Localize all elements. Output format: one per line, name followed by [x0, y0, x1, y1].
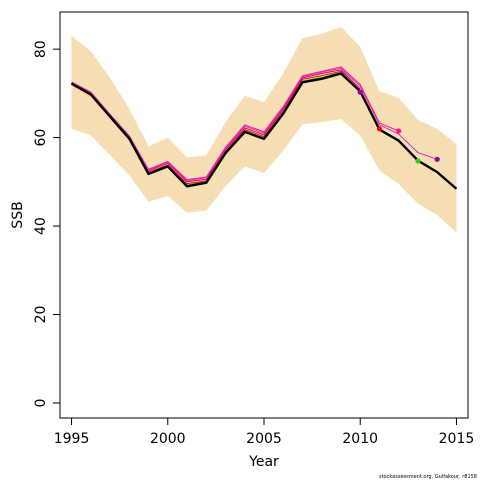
y-tick-label-1: 20 [33, 306, 49, 324]
x-axis: 1995 2000 2005 2010 2015 [54, 417, 475, 447]
endpoint-marker-2 [396, 128, 402, 134]
y-tick-label-2: 40 [33, 217, 49, 235]
credit-text: stockassessment.org, Gulfakour, r8158 [379, 474, 477, 480]
endpoints-layer [357, 89, 440, 164]
x-tick-label-4: 2015 [439, 431, 475, 447]
x-tick-label-1: 2000 [150, 431, 186, 447]
x-tick-label-3: 2010 [342, 431, 378, 447]
x-axis-title: Year [248, 454, 279, 470]
endpoint-marker-1 [376, 126, 383, 132]
x-tick-label-2: 2005 [246, 431, 282, 447]
confidence-band [71, 27, 457, 233]
endpoint-marker-3 [415, 158, 421, 164]
series-layer [70, 66, 458, 190]
y-tick-label-4: 80 [33, 40, 49, 58]
y-axis: 0 20 40 60 80 [33, 40, 61, 408]
endpoint-marker-4 [434, 156, 440, 162]
y-tick-label-3: 60 [33, 129, 49, 147]
y-axis-title: SSB [10, 201, 26, 228]
plot-frame [59, 11, 469, 419]
endpoint-marker-0 [357, 89, 363, 95]
x-tick-label-0: 1995 [54, 431, 90, 447]
series-line-0 [70, 72, 458, 190]
y-tick-label-0: 0 [33, 399, 49, 408]
confidence-band-layer [71, 27, 457, 233]
